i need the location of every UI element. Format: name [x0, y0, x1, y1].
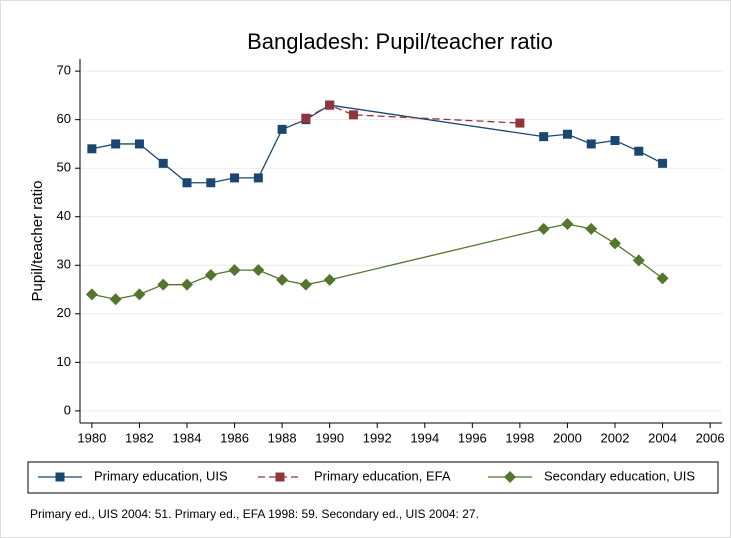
marker: [539, 132, 549, 142]
legend-label: Secondary education, UIS: [544, 468, 695, 483]
x-tick-label: 2002: [601, 430, 630, 445]
marker: [87, 144, 97, 154]
y-tick-label: 50: [57, 160, 71, 175]
legend-marker: [55, 472, 65, 482]
marker: [181, 278, 193, 291]
marker: [158, 158, 168, 168]
x-tick-label: 1998: [505, 430, 534, 445]
marker: [562, 129, 572, 139]
marker: [561, 218, 574, 231]
legend-label: Primary education, UIS: [94, 468, 228, 483]
x-tick-label: 1986: [220, 430, 249, 445]
x-tick-label: 1982: [125, 430, 154, 445]
legend-marker: [504, 471, 516, 483]
marker: [109, 293, 122, 306]
marker: [206, 178, 216, 188]
x-tick-label: 1996: [458, 430, 487, 445]
marker: [277, 124, 287, 134]
x-tick-label: 1992: [363, 430, 392, 445]
marker: [182, 178, 192, 188]
marker: [253, 173, 263, 183]
x-tick-label: 2006: [696, 430, 725, 445]
chart-title: Bangladesh: Pupil/teacher ratio: [247, 29, 553, 54]
x-tick-label: 1990: [315, 430, 344, 445]
marker: [299, 278, 312, 291]
marker: [301, 113, 311, 123]
y-tick-label: 10: [57, 354, 71, 369]
marker: [133, 288, 146, 301]
y-tick-label: 30: [57, 257, 71, 272]
note: Primary ed., UIS 2004: 51. Primary ed., …: [30, 507, 479, 521]
marker: [157, 278, 170, 291]
marker: [228, 264, 241, 277]
marker: [610, 136, 620, 146]
x-tick-label: 2004: [648, 430, 677, 445]
y-axis-label: Pupil/teacher ratio: [29, 181, 46, 302]
series-line: [305, 104, 520, 124]
marker: [348, 110, 358, 120]
x-tick-label: 1984: [173, 430, 202, 445]
marker: [134, 139, 144, 149]
marker: [634, 146, 644, 156]
marker: [658, 158, 668, 168]
marker: [111, 139, 121, 149]
marker: [515, 118, 525, 128]
y-tick-label: 70: [57, 63, 71, 78]
marker: [323, 273, 336, 286]
legend-marker: [275, 472, 285, 482]
y-tick-label: 60: [57, 111, 71, 126]
x-tick-label: 1980: [77, 430, 106, 445]
x-tick-label: 1994: [410, 430, 439, 445]
y-tick-label: 20: [57, 305, 71, 320]
marker: [276, 273, 289, 286]
marker: [609, 237, 621, 250]
marker: [656, 272, 669, 285]
marker: [230, 173, 240, 183]
legend-label: Primary education, EFA: [314, 468, 451, 483]
marker: [85, 288, 98, 301]
y-tick-label: 0: [64, 402, 71, 417]
marker: [585, 222, 598, 235]
y-tick-label: 40: [57, 208, 71, 223]
x-tick-label: 2000: [553, 430, 582, 445]
marker: [252, 264, 265, 277]
marker: [586, 139, 596, 149]
x-tick-label: 1988: [268, 430, 297, 445]
marker: [632, 254, 645, 267]
marker: [537, 222, 550, 235]
legend-box: [27, 461, 719, 494]
marker: [325, 100, 335, 110]
marker: [204, 268, 217, 281]
